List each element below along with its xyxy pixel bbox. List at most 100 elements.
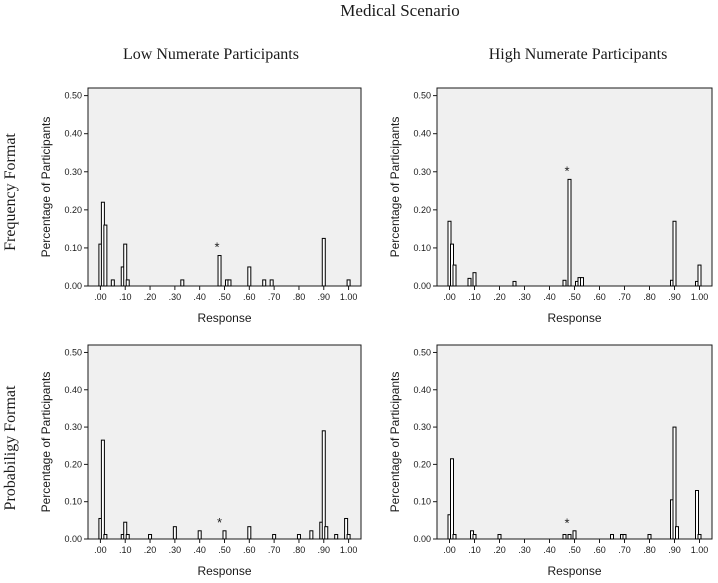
y-tick-label: 0.30: [413, 167, 431, 177]
x-tick-label: .30: [518, 292, 531, 302]
bar: [452, 534, 457, 540]
annotation-asterisk: *: [564, 163, 569, 178]
x-tick-label: .70: [618, 545, 631, 555]
y-tick-label: 0.10: [64, 497, 82, 507]
x-tick-label: .20: [493, 292, 506, 302]
plot-area: [436, 87, 713, 287]
column-label-high-numerate: High Numerate Participants: [489, 46, 668, 63]
bar: [324, 526, 329, 540]
bar: [472, 534, 477, 540]
x-tick-label: .40: [543, 292, 556, 302]
y-tick-label: 0.10: [413, 497, 431, 507]
y-tick-label: 0.20: [413, 459, 431, 469]
x-tick-label: .70: [268, 545, 281, 555]
column-label-low-numerate: Low Numerate Participants: [123, 46, 299, 63]
panel-frequency-low: 0.00 0.10 0.20 0.30 0.40 0.50 .00 .10 .20 .30 .40.…: [39, 87, 362, 325]
x-axis-label: Response: [547, 564, 601, 578]
x-tick-label: .50: [568, 292, 581, 302]
y-axis-label: Percentage of Participants: [388, 372, 402, 513]
x-tick-label: 1.00: [691, 545, 709, 555]
bar: [672, 426, 677, 540]
annotation-asterisk: *: [564, 516, 569, 531]
x-axis-label: Response: [197, 564, 251, 578]
x-tick-label: .60: [243, 545, 256, 555]
x-tick-label: .40: [543, 545, 556, 555]
x-tick-label: .10: [468, 545, 481, 555]
bar: [497, 534, 502, 540]
bar: [272, 534, 277, 540]
bar: [321, 430, 326, 540]
bar: [467, 277, 472, 287]
x-tick-label: .30: [518, 545, 531, 555]
bar: [346, 534, 351, 540]
bar: [572, 530, 577, 540]
x-tick-label: .00: [443, 545, 456, 555]
x-tick-label: .70: [268, 292, 281, 302]
x-tick-label: .60: [593, 545, 606, 555]
x-tick-label: .30: [169, 292, 182, 302]
panel-probability-low: 0.00 0.10 0.20 0.30 0.40 0.50 .00 .10 .20 .30 .40.…: [39, 344, 362, 578]
plot-area: [87, 87, 362, 287]
bar: [346, 279, 351, 287]
bar: [567, 178, 572, 287]
bar: [647, 534, 652, 540]
x-tick-label: 1.00: [340, 292, 358, 302]
x-axis-label: Response: [547, 311, 601, 325]
bar: [610, 534, 614, 540]
bar: [672, 220, 677, 287]
panel-probability-high: 0.00 0.10 0.20 0.30 0.40 0.50 .00 .10 .20 .30 .40.…: [388, 344, 713, 578]
bar: [262, 279, 267, 287]
x-tick-label: .20: [493, 545, 506, 555]
y-tick-label: 0.20: [64, 459, 82, 469]
bar: [125, 279, 130, 287]
x-tick-label: 1.00: [340, 545, 358, 555]
bar: [512, 280, 517, 287]
bar: [562, 279, 567, 287]
bar: [562, 534, 567, 540]
x-tick-label: .50: [218, 545, 231, 555]
y-tick-label: 0.40: [413, 385, 431, 395]
bar: [103, 534, 108, 540]
y-tick-label: 0.20: [64, 205, 82, 215]
y-axis-label: Percentage of Participants: [39, 117, 53, 258]
y-tick-label: 0.50: [413, 91, 431, 101]
x-tick-label: .40: [193, 292, 206, 302]
bar: [123, 243, 128, 287]
x-tick-label: .00: [94, 292, 107, 302]
row-label-probability-format: Probabiligy Format: [2, 385, 19, 510]
annotation-asterisk: *: [215, 240, 220, 255]
y-tick-label: 0.10: [413, 243, 431, 253]
y-tick-label: 0.10: [64, 243, 82, 253]
bar: [452, 264, 457, 287]
y-tick-label: 0.40: [413, 129, 431, 139]
x-tick-label: .10: [468, 292, 481, 302]
bar: [472, 272, 477, 287]
bar: [247, 526, 252, 540]
bar: [227, 279, 232, 287]
bar: [309, 530, 314, 540]
x-tick-label: .90: [318, 545, 331, 555]
bar: [100, 439, 105, 540]
x-tick-label: .90: [668, 292, 681, 302]
y-tick-label: 0.50: [413, 347, 431, 357]
y-tick-label: 0.30: [64, 422, 82, 432]
plot-area: [436, 344, 713, 540]
y-tick-label: 0.50: [64, 347, 82, 357]
y-tick-label: 0.00: [64, 281, 82, 291]
x-tick-label: 1.00: [691, 292, 709, 302]
x-tick-label: .20: [144, 545, 157, 555]
y-tick-label: 0.30: [64, 167, 82, 177]
annotation-asterisk: *: [217, 515, 222, 530]
x-tick-label: .80: [293, 292, 306, 302]
bar: [148, 534, 153, 540]
bar: [321, 237, 326, 287]
y-tick-label: 0.40: [64, 385, 82, 395]
bar: [110, 279, 115, 287]
bar: [103, 224, 108, 287]
bar: [695, 490, 699, 540]
x-axis-label: Response: [197, 311, 251, 325]
x-tick-label: .60: [243, 292, 256, 302]
x-tick-label: .40: [193, 545, 206, 555]
bar: [697, 264, 702, 287]
